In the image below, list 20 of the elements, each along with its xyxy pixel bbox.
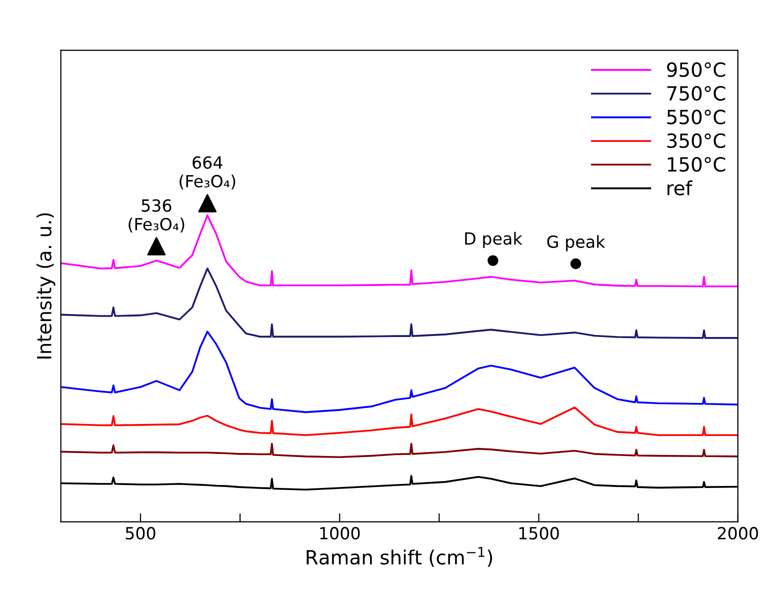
point: [198, 194, 217, 212]
legend-label: 350°C: [667, 133, 726, 148]
point: [147, 237, 166, 256]
x-tick-label: 500: [126, 526, 156, 540]
x-tick-label: 2000: [718, 526, 758, 540]
legend-label: 550°C: [667, 110, 726, 124]
point: [488, 255, 498, 266]
annotation: 664 (Fe₃O₄): [180, 156, 236, 190]
legend-label: 150°C: [668, 157, 726, 172]
annotation: D peak: [465, 232, 522, 248]
legend-label: 950°C: [667, 62, 726, 78]
annotation: G peak: [547, 235, 606, 252]
legend-label: ref: [668, 180, 693, 196]
annotation: 536 (Fe₃O₄): [128, 199, 184, 232]
x-tick-label: 1000: [320, 526, 360, 540]
y-axis-title: Intensity (a. u.): [36, 213, 56, 359]
point: [570, 258, 582, 270]
legend-label: 750°C: [667, 86, 726, 101]
x-axis-title: Raman shift (cm$^{−1}$): [306, 546, 492, 567]
x-tick-label: 1500: [519, 526, 559, 540]
